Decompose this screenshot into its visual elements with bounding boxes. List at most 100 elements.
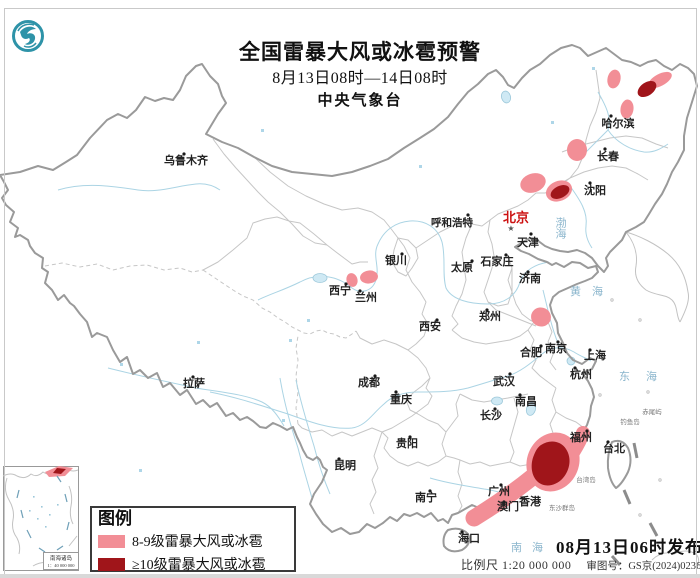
warning-moderate-area [607, 69, 621, 89]
city-label: 西安 [419, 319, 441, 333]
sea-label-bohai: 渤海 [554, 217, 567, 240]
south-china-sea-inset: 南海诸岛 1：40 000 000 [2, 466, 79, 571]
city-label: 长沙 [480, 408, 502, 422]
legend-label-severe: ≥10级雷暴大风或冰雹 [132, 558, 266, 573]
city-dot [470, 259, 474, 263]
city-label: 重庆 [390, 392, 412, 406]
warning-moderate-area [360, 270, 378, 284]
cma-logo-icon [12, 20, 44, 52]
city-dot [529, 232, 533, 236]
warning-areas [346, 69, 672, 527]
warning-moderate-area [567, 139, 587, 161]
city-dot [520, 496, 524, 500]
city-dot [394, 390, 398, 394]
inset-dash-line [16, 475, 70, 553]
city-dot [508, 372, 512, 376]
city-dot [428, 489, 432, 493]
city-dot [502, 500, 506, 504]
city-dot [460, 530, 464, 534]
city-label: 兰州 [355, 290, 377, 304]
approval-number: 审图号：GS京(2024)0236号 [586, 561, 700, 572]
city-label: 拉萨 [183, 376, 205, 390]
city-label: 南宁 [415, 490, 437, 504]
city-label: 南昌 [515, 394, 537, 408]
legend-item-moderate: 8-9级雷暴大风或冰雹 [98, 531, 288, 551]
city-dot [466, 213, 470, 217]
capital-label: 北京 [503, 210, 529, 225]
city-dot [408, 435, 412, 439]
city-label: 贵阳 [396, 436, 418, 450]
foreign-coastlines [598, 231, 700, 567]
city-label: 上海 [584, 348, 606, 362]
city-dot [539, 344, 543, 348]
sea-label-east-sea: 东海 [619, 369, 673, 383]
city-dot [358, 289, 362, 293]
city-label: 海口 [458, 531, 480, 545]
city-dot [588, 181, 592, 185]
city-dot [191, 375, 195, 379]
city-dot [556, 340, 560, 344]
sea-label-yellow-sea: 黄海 [570, 284, 614, 298]
warning-moderate-area [520, 173, 546, 193]
city-label: 成都 [358, 375, 380, 389]
island-label: 钓鱼岛 [620, 417, 640, 426]
sea-label-south-sea: 南海 [511, 540, 553, 554]
island-label: 赤尾屿 [642, 407, 662, 416]
city-dot [573, 366, 577, 370]
city-markers: 乌鲁木齐 哈尔滨 长春 沈阳 天津 石家庄 太原 呼和浩特 银川 西宁 兰州 西… [164, 114, 635, 545]
city-dot [526, 270, 530, 274]
city-dot [485, 308, 489, 312]
city-dot [337, 457, 341, 461]
capital-star-icon: ★ [507, 224, 514, 233]
bottom-edge [0, 574, 700, 578]
city-dot [504, 253, 508, 257]
island-label: 东沙群岛 [549, 503, 575, 512]
legend-label-moderate: 8-9级雷暴大风或冰雹 [132, 535, 263, 550]
legend-item-severe: ≥10级雷暴大风或冰雹 [98, 554, 288, 574]
city-label: 石家庄 [480, 254, 514, 268]
inset-islands [29, 496, 59, 528]
warning-severe-area [550, 185, 570, 199]
city-label: 太原 [450, 260, 473, 274]
city-dot [344, 282, 348, 286]
city-label: 昆明 [334, 459, 356, 472]
inset-title: 南海诸岛 [50, 554, 73, 562]
city-label: 银川 [385, 253, 407, 267]
legend-title: 图例 [98, 509, 132, 528]
city-label: 澳门 [497, 499, 519, 513]
sea-labels: 渤海 黄海 东海 南海 [511, 217, 673, 554]
dash-line-segments [610, 442, 659, 566]
city-dot [603, 147, 607, 151]
city-dot [499, 483, 503, 487]
city-dot [435, 318, 439, 322]
map-title: 全国雷暴大风或冰雹预警 [239, 40, 481, 64]
city-label: 郑州 [479, 309, 501, 323]
map-meta: 比例尺 1:20 000 000 审图号：GS京(2024)0236号 [461, 556, 700, 574]
city-dot [400, 252, 404, 256]
city-dot [585, 429, 589, 433]
warning-moderate-area [346, 273, 358, 287]
city-label: 天津 [517, 235, 539, 249]
legend-swatch-severe [98, 557, 125, 571]
city-label: 济南 [519, 271, 541, 285]
inset-scale: 1：40 000 000 [48, 563, 76, 568]
city-dot [182, 152, 186, 156]
city-label: 杭州 [570, 367, 592, 381]
city-label: 长春 [597, 149, 620, 163]
city-label: 香港 [518, 494, 542, 508]
city-label: 福州 [569, 430, 592, 444]
publish-time: 08月13日06时发布 [556, 538, 700, 557]
city-label: 台北 [603, 441, 625, 455]
city-label: 广州 [488, 484, 510, 498]
rivers [57, 67, 669, 499]
inset-warning-severe [53, 468, 66, 474]
city-label: 沈阳 [584, 183, 606, 197]
city-label: 西宁 [329, 283, 351, 297]
city-dot [493, 407, 497, 411]
city-dot [606, 440, 610, 444]
city-dot [609, 114, 613, 118]
city-label: 哈尔滨 [602, 116, 635, 130]
valid-period: 8月13日08时—14日08时 [272, 70, 448, 87]
